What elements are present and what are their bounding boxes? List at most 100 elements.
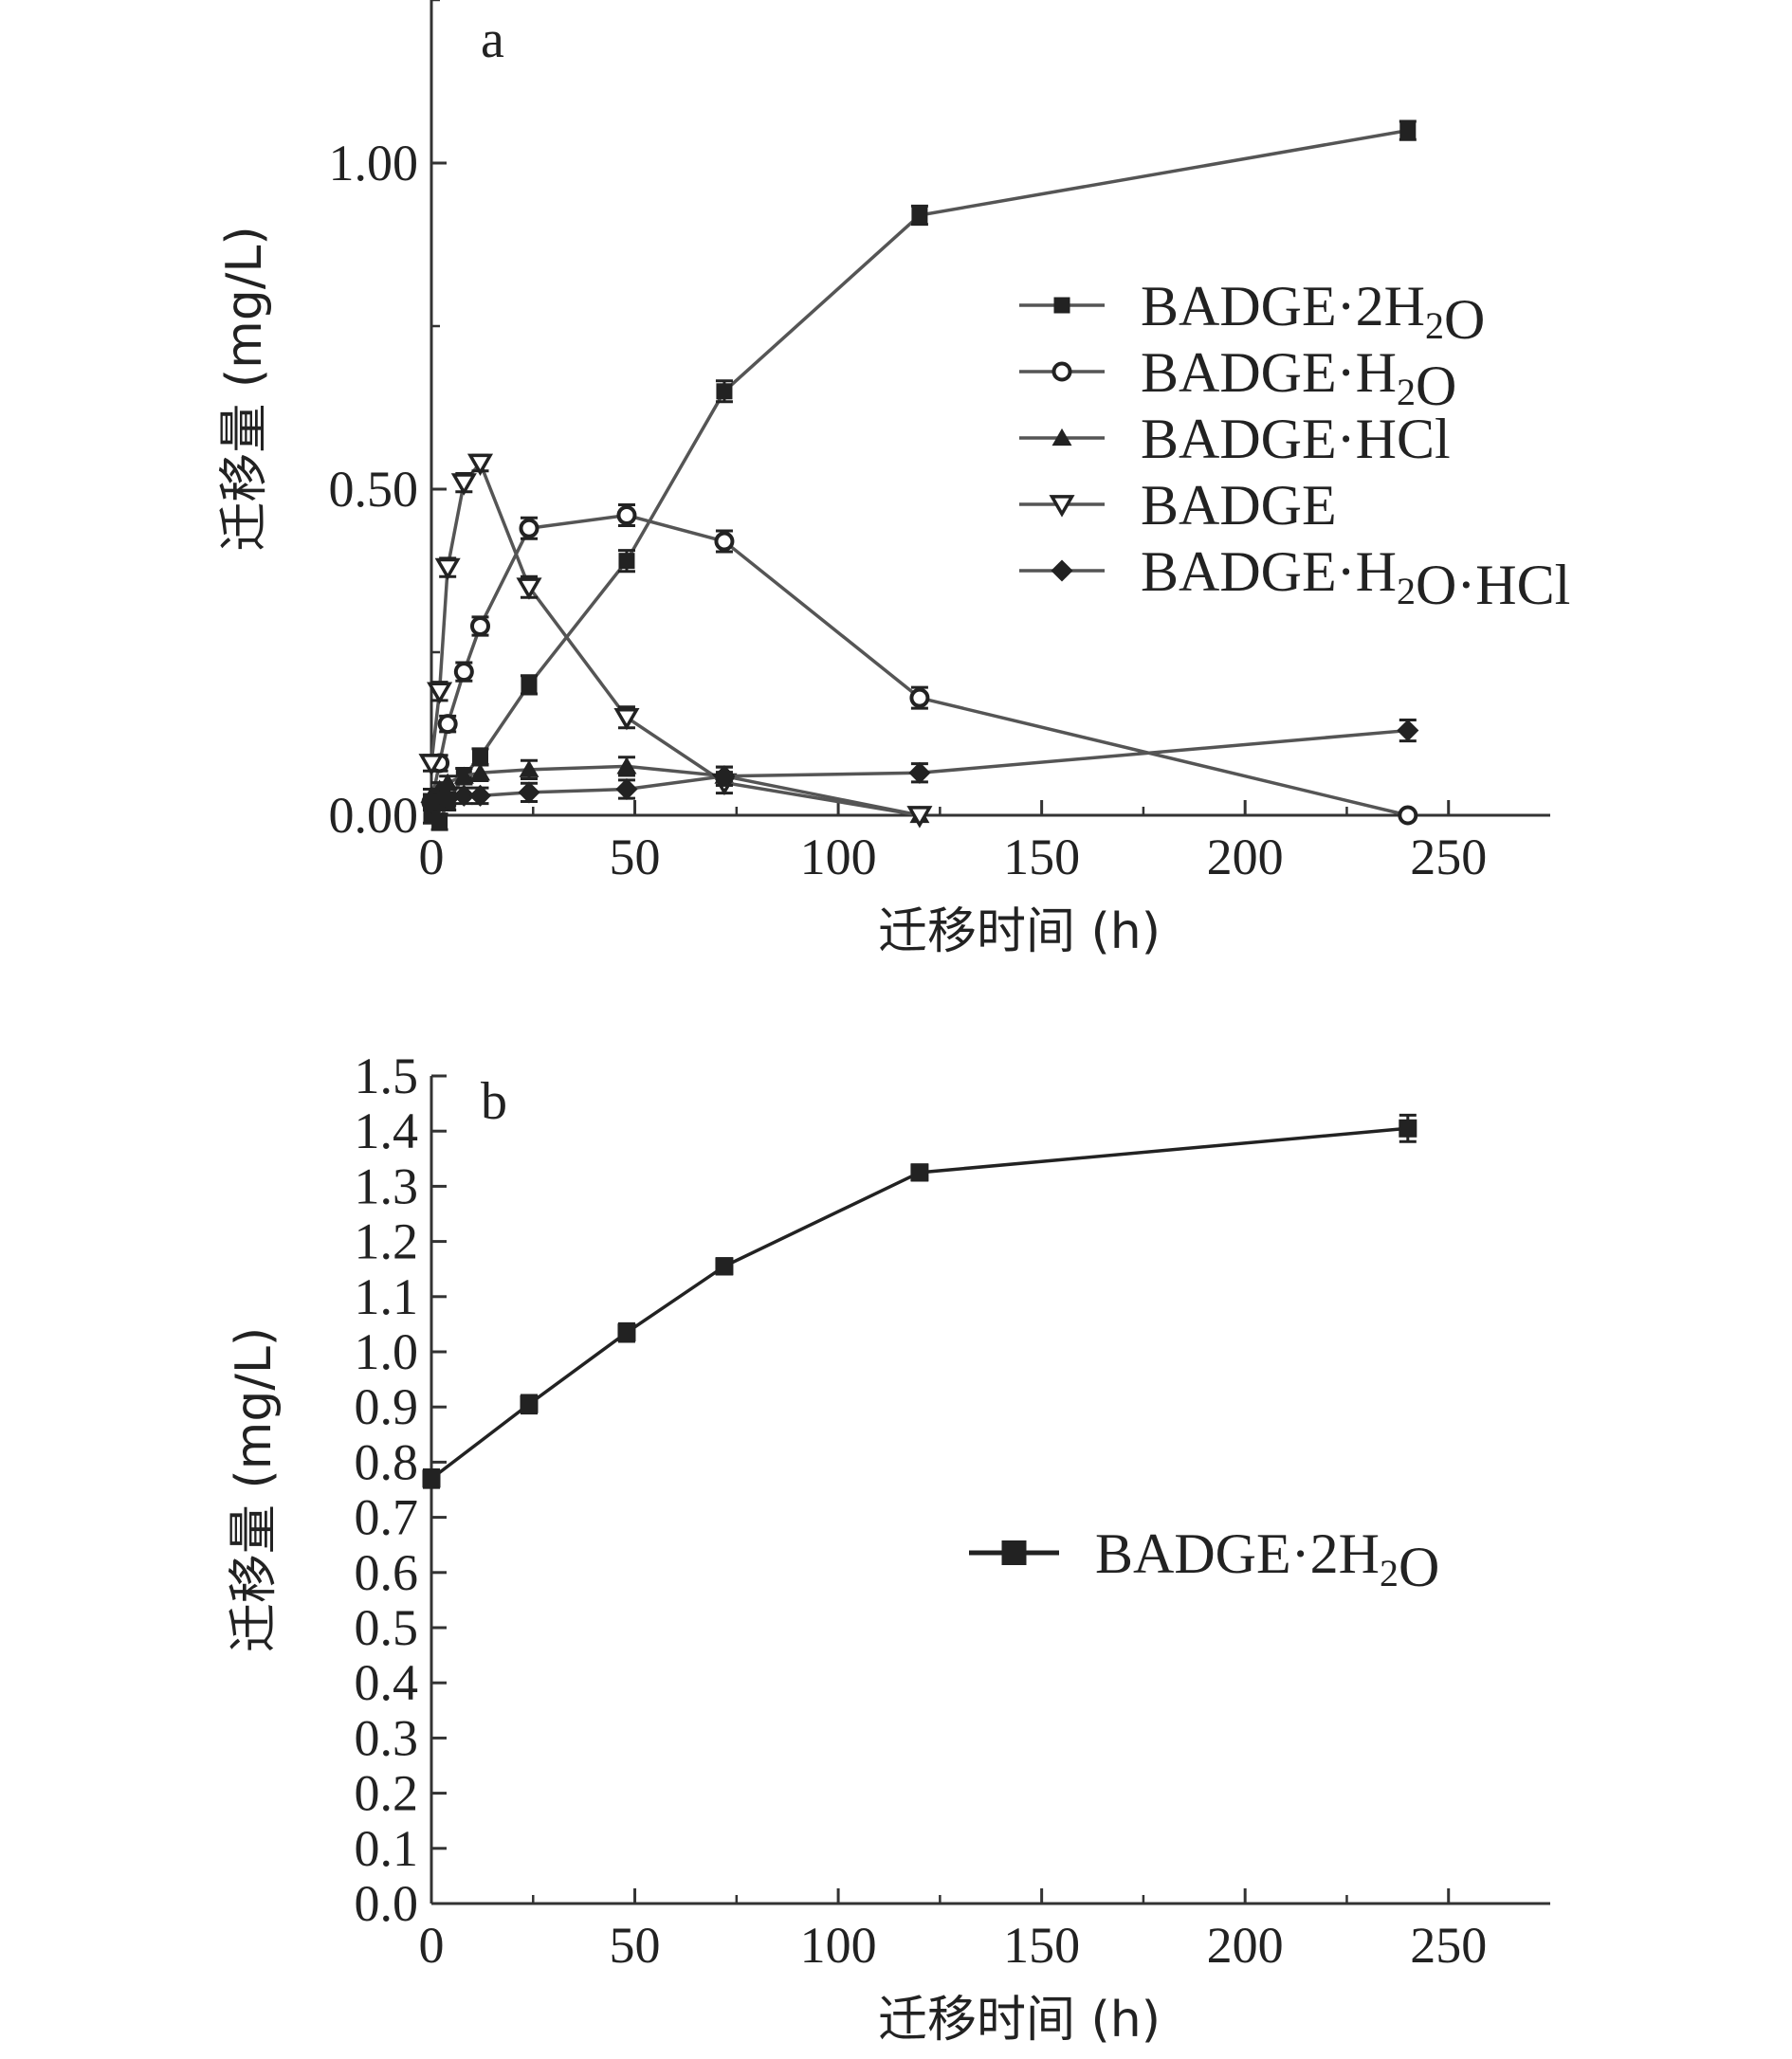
y-tick-label: 1.0 <box>355 1323 419 1380</box>
data-point <box>434 557 461 581</box>
y-tick-label: 1.1 <box>355 1268 419 1325</box>
legend-label: BADGE·2H2O <box>1141 275 1485 351</box>
data-point <box>715 1257 734 1276</box>
x-axis-title: 迁移时间 (h) <box>878 1992 1161 2049</box>
series-3 <box>418 453 933 829</box>
data-point <box>452 784 475 807</box>
y-tick-label: 1.00 <box>329 135 419 191</box>
legend-label: BADGE·HCl <box>1141 408 1451 470</box>
data-point <box>616 505 637 526</box>
data-point <box>453 766 474 784</box>
y-tick-label: 0.7 <box>355 1489 419 1546</box>
legend-label: BADGE·H2O·HCl <box>1141 540 1570 616</box>
data-point <box>520 1394 539 1413</box>
x-tick-label: 200 <box>1207 829 1284 885</box>
panel-a: 0 50 100 150 200 250 0.00 0.50 1.00 迁移时间 (h) 迁移量 (… <box>216 0 1570 960</box>
data-point <box>453 662 474 683</box>
x-tick-label: 150 <box>1003 829 1080 885</box>
data-point <box>713 765 736 788</box>
series-line <box>430 1126 1408 1481</box>
y-tick-label: 1.4 <box>355 1102 419 1159</box>
data-point <box>469 615 490 636</box>
x-tick-label: 250 <box>1410 1917 1487 1974</box>
y-tick-label: 0.9 <box>355 1378 419 1435</box>
data-point <box>910 1163 929 1182</box>
data-point <box>613 707 640 731</box>
series-1 <box>421 503 1418 826</box>
data-point <box>615 777 638 801</box>
data-point <box>469 763 490 781</box>
data-point <box>437 773 458 791</box>
data-point <box>427 682 453 704</box>
legend-label: BADGE·H2O <box>1141 341 1456 417</box>
data-point <box>518 781 540 804</box>
data-point <box>1399 122 1417 139</box>
legend-label: BADGE <box>1141 474 1337 537</box>
x-tick-label: 100 <box>800 1917 877 1974</box>
data-point <box>471 748 488 765</box>
x-axis-title: 迁移时间 (h) <box>878 903 1161 960</box>
series-2 <box>421 756 930 824</box>
y-tick-label: 0.8 <box>355 1433 419 1490</box>
data-point <box>906 806 933 829</box>
y-tick-label: 0.0 <box>355 1875 419 1932</box>
x-tick-label: 150 <box>1003 1917 1080 1974</box>
panel-label: a <box>481 10 504 69</box>
y-axis-title: 迁移量 (mg/L) <box>216 226 273 551</box>
x-tick-label: 100 <box>800 829 877 885</box>
y-tick-label: 0.4 <box>355 1654 419 1711</box>
data-point <box>714 531 735 552</box>
legend-marker <box>1051 361 1072 382</box>
y-tick-label: 0.50 <box>329 461 419 518</box>
data-point <box>519 518 539 538</box>
data-point <box>437 714 458 735</box>
series-line <box>430 513 1409 817</box>
x-tick-label: 200 <box>1207 1917 1284 1974</box>
data-point <box>908 761 931 784</box>
y-tick-label: 0.3 <box>355 1709 419 1766</box>
data-point <box>431 813 448 830</box>
panel-b: 0 50 100 150 200 2500.00.10.20.30.40.50.60.70… <box>226 1048 1550 2049</box>
y-tick-label: 1.2 <box>355 1213 419 1270</box>
series-4 <box>420 719 1419 813</box>
data-point <box>418 754 445 776</box>
legend-marker <box>1001 1540 1027 1565</box>
data-point <box>450 473 477 496</box>
y-tick-label: 0.1 <box>355 1820 419 1877</box>
y-tick-label: 1.3 <box>355 1157 419 1214</box>
data-point <box>909 687 930 708</box>
y-tick-label: 0.5 <box>355 1599 419 1656</box>
x-tick-label: 0 <box>419 1917 445 1974</box>
y-axis-title: 迁移量 (mg/L) <box>226 1327 283 1652</box>
data-point <box>1397 720 1419 742</box>
data-point <box>617 1323 636 1342</box>
data-point <box>519 759 539 777</box>
x-tick-label: 250 <box>1410 829 1487 885</box>
y-tick-label: 0.00 <box>329 787 419 844</box>
y-tick-label: 0.2 <box>355 1765 419 1822</box>
data-point <box>1399 1119 1417 1138</box>
data-point <box>618 553 635 570</box>
panel-label: b <box>481 1072 507 1131</box>
data-point <box>516 577 542 600</box>
data-point <box>911 207 928 224</box>
legend: BADGE·2H2O <box>969 1522 1439 1598</box>
y-tick-label: 0.6 <box>355 1544 419 1601</box>
series-0 <box>422 1113 1417 1489</box>
data-point <box>468 784 492 807</box>
x-tick-label: 50 <box>610 1917 661 1974</box>
legend-marker <box>1051 559 1073 582</box>
data-point <box>521 676 538 693</box>
x-tick-label: 50 <box>610 829 661 885</box>
legend: BADGE·2H2OBADGE·H2OBADGE·HClBADGEBADGE·H… <box>1019 275 1570 616</box>
y-tick-label: 1.5 <box>355 1048 419 1104</box>
data-point <box>716 383 733 400</box>
data-point <box>436 788 459 811</box>
x-tick-label: 0 <box>419 829 445 885</box>
data-point <box>616 756 637 774</box>
legend-label: BADGE·2H2O <box>1095 1522 1439 1598</box>
series-line <box>430 128 1409 825</box>
legend-marker <box>1049 495 1075 518</box>
data-point <box>466 453 494 477</box>
